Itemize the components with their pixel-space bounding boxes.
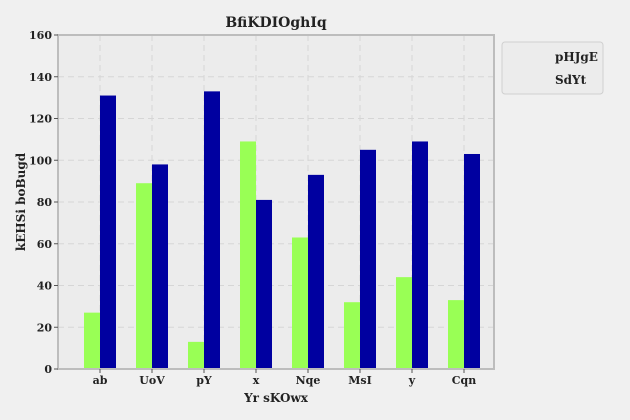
bar-2-MsI (360, 149, 376, 369)
bar-1-Nqe (292, 237, 308, 369)
bar-1-Cqn (448, 300, 464, 369)
legend-swatch-series-2 (514, 73, 540, 85)
bar-1-UoV (136, 183, 152, 369)
y-axis-ticks: 0 20 40 60 80 100 120 140 160 (29, 29, 58, 376)
x-tick-label: MsI (348, 374, 372, 387)
x-tick-label: ab (93, 374, 108, 387)
x-axis-ticks: ab UoV pY x Nqe MsI y Cqn (93, 369, 476, 387)
y-tick-label: 100 (29, 154, 52, 167)
legend-swatch-series-1 (514, 50, 540, 62)
bar-2-ab (100, 95, 116, 369)
y-tick-label: 140 (29, 71, 52, 84)
bars (84, 91, 480, 370)
x-tick-label: y (408, 374, 416, 387)
bar-1-MsI (344, 302, 360, 369)
chart-title: BfiKDIOghIq (225, 15, 327, 31)
bar-1-ab (84, 312, 100, 369)
x-tick-label: Cqn (452, 374, 476, 387)
bar-2-Cqn (464, 153, 480, 369)
x-axis-label: Yr sKOwx (243, 391, 309, 405)
bar-2-pY (204, 91, 220, 370)
bar-2-y (412, 141, 428, 369)
bar-1-x (240, 141, 256, 369)
bar-1-pY (188, 341, 204, 369)
y-tick-label: 80 (37, 196, 53, 209)
legend-label-series-2: SdYt (555, 73, 587, 87)
y-tick-label: 0 (44, 363, 52, 376)
bar-2-UoV (152, 164, 168, 369)
bar-2-Nqe (308, 174, 324, 369)
y-axis-label: kEHSi boBugd (14, 152, 28, 251)
y-tick-label: 20 (37, 321, 53, 334)
y-tick-label: 160 (29, 29, 52, 42)
bar-1-y (396, 277, 412, 369)
x-tick-label: pY (196, 374, 212, 387)
bar-2-x (256, 199, 272, 369)
y-tick-label: 60 (37, 238, 53, 251)
x-tick-label: Nqe (296, 374, 321, 387)
legend-label-series-1: pHJgE (555, 50, 598, 64)
legend: pHJgE SdYt (501, 41, 604, 95)
x-tick-label: x (253, 374, 260, 387)
y-tick-label: 120 (29, 113, 52, 126)
x-tick-label: UoV (139, 374, 165, 387)
y-tick-label: 40 (37, 280, 53, 293)
